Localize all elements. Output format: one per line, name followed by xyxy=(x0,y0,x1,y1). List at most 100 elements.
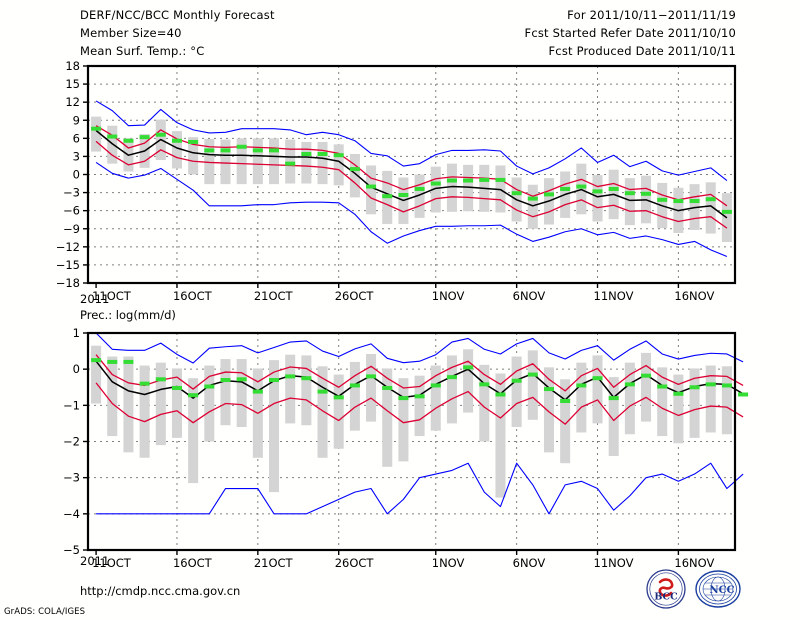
observed-marker xyxy=(463,178,474,183)
spread-box xyxy=(204,365,215,442)
observed-marker xyxy=(317,152,328,157)
spread-box-group xyxy=(91,345,732,498)
spread-box xyxy=(414,174,425,218)
grads-credit: GrADS: COLA/IGES xyxy=(4,607,86,617)
spread-box xyxy=(220,139,231,185)
observed-marker xyxy=(576,184,587,189)
spread-box xyxy=(188,137,199,175)
y-tick-label: 15 xyxy=(65,77,80,91)
x-tick-label: 1NOV xyxy=(432,556,465,570)
spread-box xyxy=(430,166,441,213)
observed-marker xyxy=(705,382,716,387)
observed-marker xyxy=(641,373,652,378)
x-tick-label: 11NOV xyxy=(594,289,634,303)
observed-marker xyxy=(543,192,555,197)
spread-box xyxy=(204,138,215,185)
observed-marker xyxy=(301,376,312,381)
observed-marker xyxy=(479,177,490,182)
series-line-min xyxy=(96,462,744,515)
observed-marker xyxy=(592,189,603,194)
spread-box xyxy=(624,178,635,226)
y-tick-label: −1 xyxy=(63,398,80,412)
spread-box xyxy=(107,356,118,437)
observed-marker xyxy=(382,194,393,199)
series-line-min xyxy=(95,161,728,257)
observed-marker xyxy=(285,161,296,166)
spread-box xyxy=(446,355,457,424)
observed-marker xyxy=(495,177,506,182)
spread-box xyxy=(188,378,199,484)
spread-box xyxy=(689,368,700,438)
observed-marker xyxy=(398,192,409,197)
observed-marker xyxy=(139,135,150,140)
y-tick-label: −5 xyxy=(63,543,80,557)
spread-box xyxy=(285,139,296,184)
x-tick-label: 11OCT xyxy=(92,289,132,303)
observed-marker xyxy=(301,152,312,157)
series-line-q75 xyxy=(95,354,744,392)
y-tick-label: 9 xyxy=(73,113,80,127)
observed-marker xyxy=(673,391,684,396)
observed-marker xyxy=(673,199,684,204)
observed-marker xyxy=(738,392,749,397)
spread-box xyxy=(705,365,716,433)
observed-marker xyxy=(398,396,409,401)
spread-box xyxy=(576,362,587,433)
ncc-logo-text: NCC xyxy=(709,585,734,596)
x-tick-label: 6NOV xyxy=(513,289,546,303)
observed-marker xyxy=(430,383,441,388)
spread-box xyxy=(721,366,732,435)
y-tick-label: −12 xyxy=(56,240,80,254)
spread-box xyxy=(414,375,425,437)
x-tick-label: 26OCT xyxy=(335,556,375,570)
series-line-max xyxy=(95,100,728,181)
spread-box xyxy=(608,377,619,456)
observed-marker xyxy=(252,389,263,394)
observed-marker xyxy=(527,372,538,377)
spread-box xyxy=(527,184,538,229)
observed-marker xyxy=(414,186,425,191)
spread-box xyxy=(543,367,555,453)
observed-marker xyxy=(91,358,102,363)
observed-marker xyxy=(349,167,360,172)
spread-box-group xyxy=(91,116,732,243)
source-url[interactable]: http://cmdp.ncc.cma.gov.cn xyxy=(80,584,241,598)
observed-marker xyxy=(576,383,587,388)
observed-marker xyxy=(366,184,377,189)
bcc-logo-text: BCC xyxy=(654,592,678,603)
spread-box xyxy=(91,116,102,152)
x-tick-label: 26OCT xyxy=(335,289,375,303)
y-tick-label: −9 xyxy=(63,222,80,236)
spread-box xyxy=(91,345,102,404)
observed-marker xyxy=(252,148,263,153)
spread-box xyxy=(317,366,328,458)
y-tick-label: −15 xyxy=(56,258,80,272)
series-line-max xyxy=(95,332,744,364)
observed-marker xyxy=(91,126,102,131)
series-line-q25 xyxy=(95,140,728,229)
observed-marker xyxy=(155,132,166,137)
spread-box xyxy=(301,355,312,426)
observed-marker xyxy=(382,385,393,390)
observed-marker xyxy=(608,186,619,191)
observed-marker xyxy=(560,398,571,403)
y-tick-label: 0 xyxy=(73,168,80,182)
spread-box xyxy=(252,138,263,185)
observed-marker xyxy=(608,396,619,401)
observed-marker xyxy=(123,138,134,143)
y-tick-label: −3 xyxy=(63,471,80,485)
page-title: DERF/NCC/BCC Monthly Forecast xyxy=(80,8,275,22)
observed-marker xyxy=(495,392,506,397)
spread-box xyxy=(398,378,409,462)
observed-marker xyxy=(123,359,134,364)
spread-box xyxy=(430,365,441,431)
spread-box xyxy=(155,362,166,446)
observed-marker xyxy=(317,389,328,394)
spread-box xyxy=(366,353,377,422)
spread-box xyxy=(171,131,182,169)
spread-box xyxy=(446,163,457,212)
spread-box xyxy=(220,359,231,426)
observed-marker xyxy=(349,383,360,388)
x-tick-label: 16NOV xyxy=(674,289,714,303)
observed-marker xyxy=(689,199,700,204)
